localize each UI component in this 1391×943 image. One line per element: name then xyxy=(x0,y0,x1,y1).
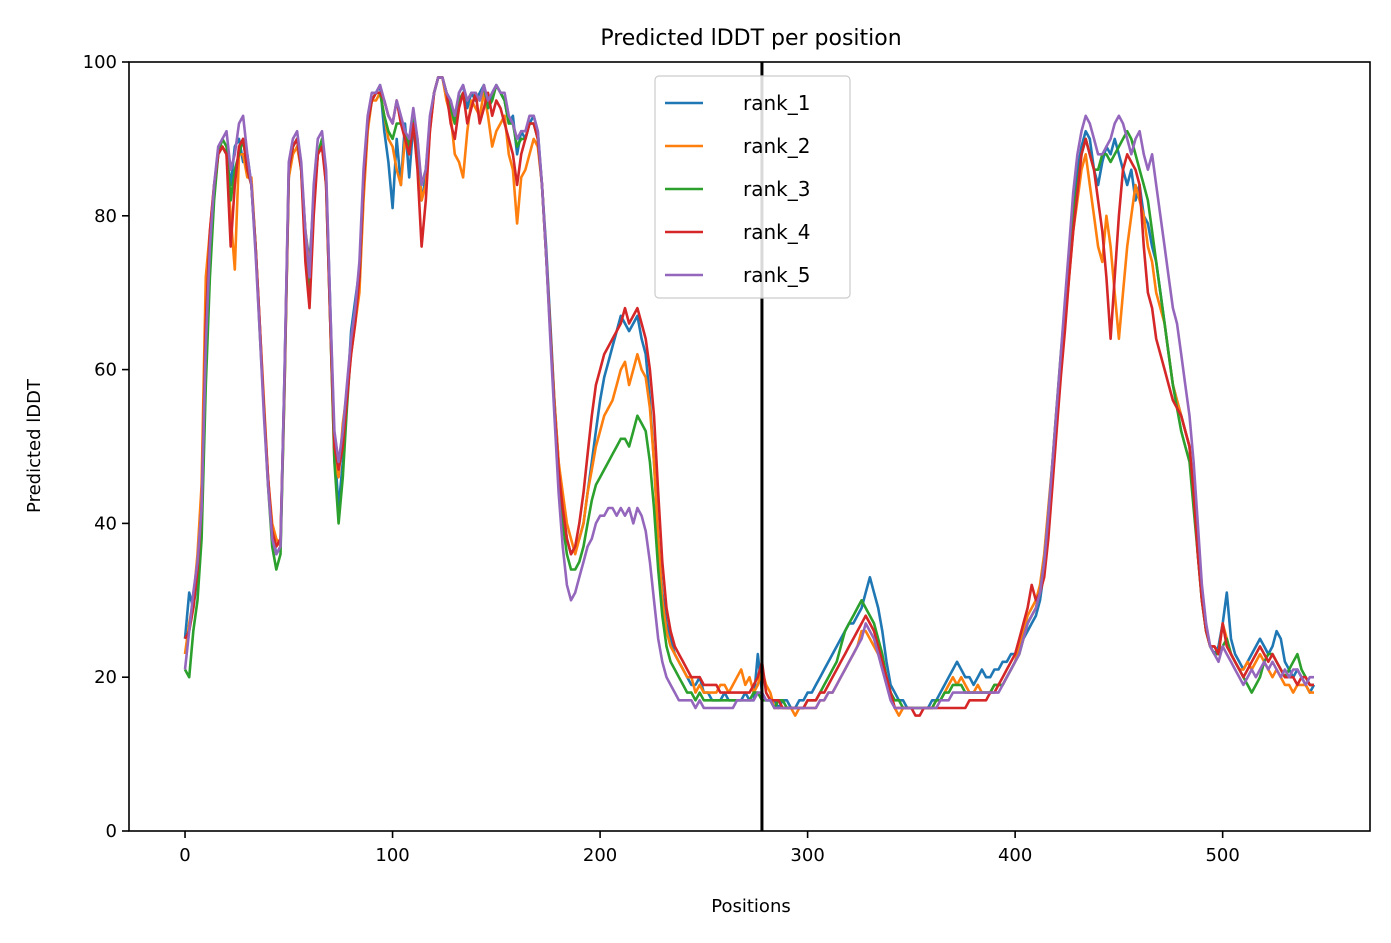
plot-frame xyxy=(128,61,1371,832)
legend-label-rank_4: rank_4 xyxy=(743,220,810,244)
x-tick-label: 100 xyxy=(375,845,409,866)
y-tick-label: 40 xyxy=(94,513,117,534)
legend-box xyxy=(654,75,851,299)
y-tick-label: 100 xyxy=(83,52,117,73)
x-tick-label: 400 xyxy=(998,845,1032,866)
legend-label-rank_5: rank_5 xyxy=(743,263,810,287)
series-line-rank_4 xyxy=(183,76,1314,717)
x-tick-label: 500 xyxy=(1205,845,1239,866)
y-axis-label: Predicted lDDT xyxy=(24,378,45,513)
x-tick-label: 0 xyxy=(179,845,190,866)
legend-label-rank_2: rank_2 xyxy=(743,134,810,158)
legend: rank_1 rank_2 rank_3 rank_4 rank_5 xyxy=(654,75,851,299)
x-tick-label: 300 xyxy=(790,845,824,866)
x-tick-label: 200 xyxy=(583,845,617,866)
chart-title: Predicted lDDT per position xyxy=(600,26,901,51)
y-tick-label: 0 xyxy=(106,821,117,842)
series-line-rank_5 xyxy=(183,76,1314,710)
axes-group: 0 100 200 300 400 500 0 20 40 60 80 100 xyxy=(83,52,1371,866)
legend-label-rank_3: rank_3 xyxy=(743,177,810,201)
y-tick-label: 60 xyxy=(94,360,117,381)
y-tick-label: 20 xyxy=(94,667,117,688)
legend-label-rank_1: rank_1 xyxy=(743,91,810,115)
x-axis-label: Positions xyxy=(711,896,790,917)
series-group xyxy=(183,62,1316,831)
y-tick-label: 80 xyxy=(94,206,117,227)
